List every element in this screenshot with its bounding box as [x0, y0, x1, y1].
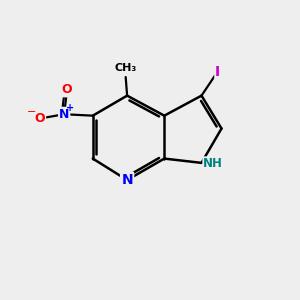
Text: I: I: [215, 65, 220, 79]
Text: CH₃: CH₃: [115, 64, 137, 74]
Text: N: N: [59, 108, 69, 121]
Text: +: +: [66, 103, 74, 113]
Text: O: O: [34, 112, 45, 125]
Text: N: N: [121, 173, 133, 187]
Text: O: O: [62, 83, 72, 96]
Text: NH: NH: [203, 157, 223, 170]
Text: −: −: [27, 107, 37, 117]
